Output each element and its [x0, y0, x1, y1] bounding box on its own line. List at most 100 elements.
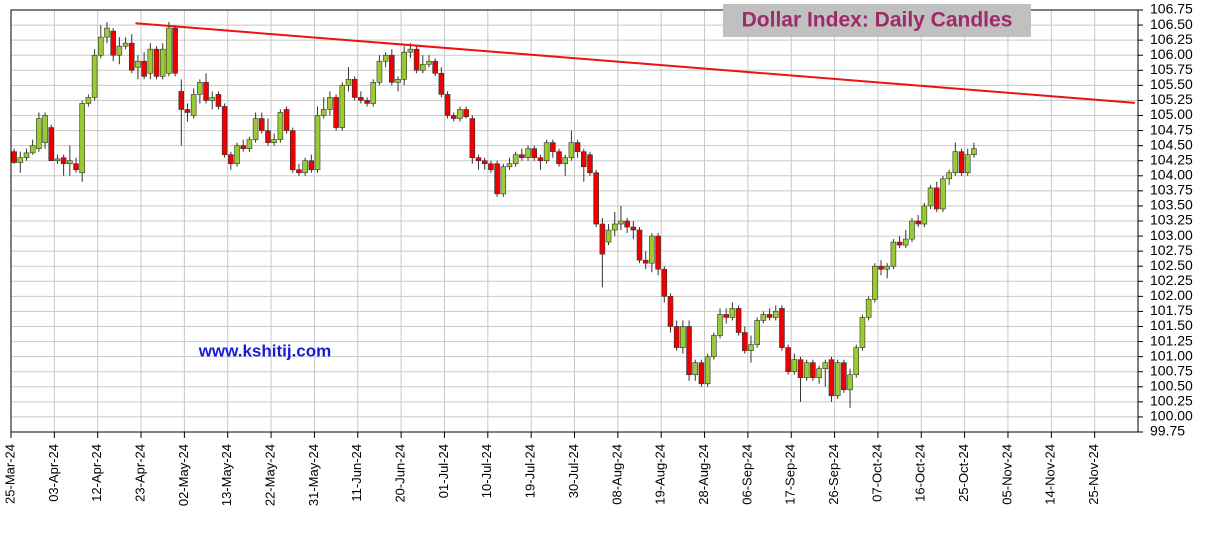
candle-body: [500, 166, 507, 195]
candle-body: [395, 79, 401, 83]
y-tick-label: 103.00: [1150, 227, 1193, 243]
candle-body: [308, 160, 315, 171]
candle-body: [810, 362, 816, 379]
candle-body: [958, 151, 965, 174]
x-tick-label: 25-Nov-24: [1086, 444, 1101, 505]
y-tick-label: 101.25: [1150, 332, 1193, 348]
candle-body: [772, 311, 779, 318]
y-tick-label: 104.00: [1150, 166, 1193, 182]
candle-body: [128, 42, 135, 71]
candle-body: [358, 97, 364, 101]
y-tick-label: 101.75: [1150, 302, 1193, 318]
candle-body: [426, 60, 432, 65]
x-tick-label: 25-Mar-24: [2, 444, 17, 504]
candle-body: [872, 265, 878, 300]
x-tick-label: 19-Jul-24: [523, 444, 538, 498]
candle-body: [878, 265, 884, 270]
candle-body: [711, 335, 717, 357]
candle-body: [519, 154, 525, 159]
y-tick-label: 102.25: [1150, 272, 1193, 288]
candle-body: [370, 82, 377, 104]
candle-body: [141, 60, 147, 77]
candle-body: [896, 241, 903, 246]
candle-body: [60, 157, 67, 165]
candle-body: [457, 109, 463, 119]
candle-body: [178, 91, 185, 110]
candle-body: [29, 145, 36, 154]
x-tick-label: 19-Aug-24: [653, 444, 668, 505]
candle-body: [320, 109, 327, 116]
candle-body: [822, 362, 829, 369]
candle-body: [550, 142, 556, 152]
candle-body: [11, 151, 17, 163]
candle-body: [240, 145, 246, 149]
x-tick-label: 12-Apr-24: [89, 444, 104, 502]
y-tick-label: 106.25: [1150, 31, 1193, 47]
candle-body: [277, 112, 284, 140]
candle-body: [785, 347, 791, 373]
candle-body: [209, 97, 216, 101]
candle-body: [159, 48, 166, 77]
candle-body: [376, 60, 383, 83]
x-tick-label: 31-May-24: [306, 444, 321, 506]
candle-body: [754, 320, 760, 345]
candle-body: [587, 154, 593, 174]
candle-body: [147, 48, 154, 74]
candle-body: [717, 314, 723, 336]
candle-body: [54, 158, 61, 162]
candle-body: [302, 160, 308, 174]
x-tick-label: 14-Nov-24: [1043, 444, 1058, 505]
candle-body: [153, 48, 160, 77]
candle-body: [122, 42, 129, 47]
candle-body: [252, 118, 259, 140]
y-tick-label: 105.25: [1150, 91, 1193, 107]
candle-body: [797, 359, 804, 379]
candle-body: [463, 109, 469, 118]
candle-body: [537, 157, 544, 162]
candle-body: [444, 94, 451, 116]
candle-body: [296, 169, 302, 174]
candle-body: [339, 85, 346, 128]
candle-body: [760, 314, 767, 321]
candle-body: [698, 362, 705, 385]
candle-body: [921, 205, 928, 225]
candle-body: [605, 229, 612, 243]
candle-body: [73, 163, 79, 171]
candle-body: [847, 374, 853, 391]
y-tick-label: 104.50: [1150, 136, 1193, 152]
candle-body: [259, 118, 265, 131]
candle-body: [865, 299, 872, 318]
candle-body: [611, 223, 618, 231]
x-tick-label: 07-Oct-24: [869, 444, 884, 502]
candle-body: [382, 54, 389, 62]
candle-body: [110, 30, 116, 56]
y-tick-label: 99.75: [1150, 423, 1185, 439]
candle-body: [488, 163, 494, 171]
candle-body: [289, 130, 296, 171]
candle-body: [283, 109, 290, 131]
x-tick-label: 25-Oct-24: [956, 444, 971, 502]
candle-body: [506, 163, 513, 168]
candle-body: [964, 154, 971, 174]
y-tick-label: 105.50: [1150, 76, 1193, 92]
candle-body: [469, 118, 476, 158]
x-tick-label: 26-Sep-24: [826, 444, 841, 505]
candle-body: [432, 60, 438, 74]
y-tick-label: 102.00: [1150, 287, 1193, 303]
y-tick-label: 101.00: [1150, 347, 1193, 363]
candle-body: [556, 151, 562, 165]
candle-body: [574, 142, 581, 152]
candle-body: [438, 73, 445, 95]
candle-body: [203, 82, 209, 101]
candle-body: [791, 359, 798, 373]
x-tick-label: 30-Jul-24: [566, 444, 581, 498]
candle-body: [190, 94, 197, 116]
candle-body: [748, 344, 754, 351]
candle-body: [116, 45, 123, 56]
candle-body: [766, 314, 773, 318]
candle-body: [48, 127, 55, 162]
candle-body: [971, 148, 977, 155]
candle-body: [828, 359, 835, 397]
candle-body: [853, 347, 860, 376]
candle-body: [933, 187, 940, 210]
